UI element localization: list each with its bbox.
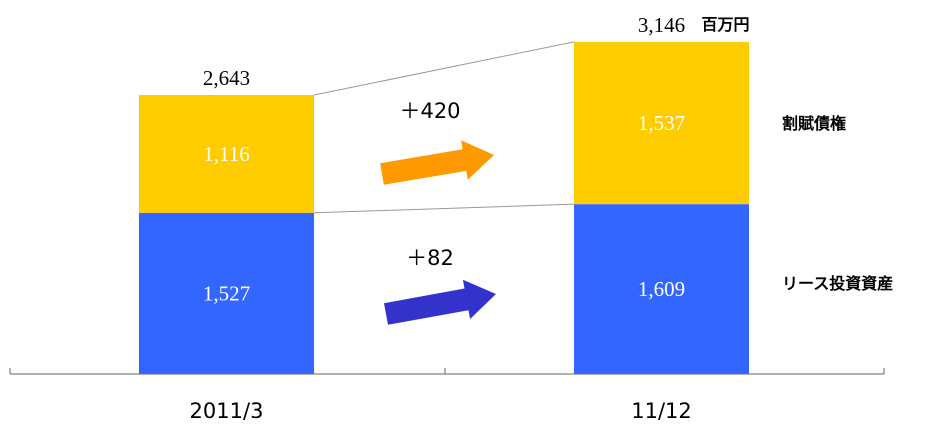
legend-installment-receivable: 割賦債権 — [782, 114, 846, 133]
value-label: 1,116 — [203, 142, 249, 166]
change-label-lease: ＋82 — [406, 246, 454, 270]
value-label: 1,527 — [203, 281, 250, 305]
unit-label: 百万円 — [702, 15, 750, 34]
connector-line-0 — [313, 203, 575, 214]
bar-installment-0 — [139, 95, 314, 213]
x-tick-label: 11/12 — [631, 399, 692, 423]
legend-lease-investment: リース投資資産 — [782, 274, 893, 293]
bar-lease-0 — [139, 212, 314, 374]
change-arrow-lease — [384, 279, 496, 325]
bar-lease-1 — [574, 204, 749, 374]
bar-installment-1 — [574, 41, 749, 205]
total-label: 2,643 — [203, 66, 250, 90]
change-label-installment: ＋420 — [399, 99, 460, 123]
value-label: 1,537 — [638, 111, 685, 135]
x-tick-label: 2011/3 — [190, 399, 264, 423]
change-arrow-installment — [380, 140, 494, 185]
connector-line-1 — [313, 41, 575, 96]
value-label: 1,609 — [638, 277, 685, 301]
total-label: 3,146 — [638, 13, 685, 37]
